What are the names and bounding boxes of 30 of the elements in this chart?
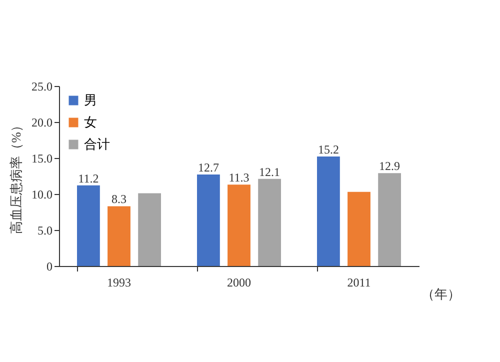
legend-label: 合计 xyxy=(84,136,110,152)
x-tick-label: 2000 xyxy=(227,276,251,290)
data-label: 15.2 xyxy=(318,142,339,157)
bar xyxy=(348,192,370,266)
bar xyxy=(317,156,340,266)
y-tick-label: 20.0 xyxy=(32,116,52,130)
bar xyxy=(108,206,130,266)
y-tick-label: 5.0 xyxy=(38,224,52,238)
data-label: 12.9 xyxy=(379,159,400,174)
bar xyxy=(378,173,401,266)
x-tick-label: 1993 xyxy=(107,276,131,290)
x-tick-label: 2011 xyxy=(347,276,371,290)
bar xyxy=(197,174,220,266)
y-tick-label: 25.0 xyxy=(32,80,52,94)
legend-label: 女 xyxy=(84,114,97,130)
data-label: 12.7 xyxy=(198,160,219,175)
data-label: 8.3 xyxy=(112,192,126,206)
bar xyxy=(228,184,250,266)
bar xyxy=(77,185,100,266)
x-axis-title: （年） xyxy=(422,286,460,302)
bar xyxy=(258,178,281,266)
y-tick-label: 0 xyxy=(46,260,52,274)
y-tick-label: 15.0 xyxy=(32,152,52,166)
bar xyxy=(138,193,161,266)
data-label: 11.2 xyxy=(78,171,99,186)
data-label: 11.3 xyxy=(228,170,250,185)
y-tick-label: 10.0 xyxy=(32,188,52,202)
y-axis-title: 高血压患病率（%） xyxy=(8,119,24,234)
legend-label: 男 xyxy=(84,92,97,108)
data-label: 12.1 xyxy=(259,164,280,179)
